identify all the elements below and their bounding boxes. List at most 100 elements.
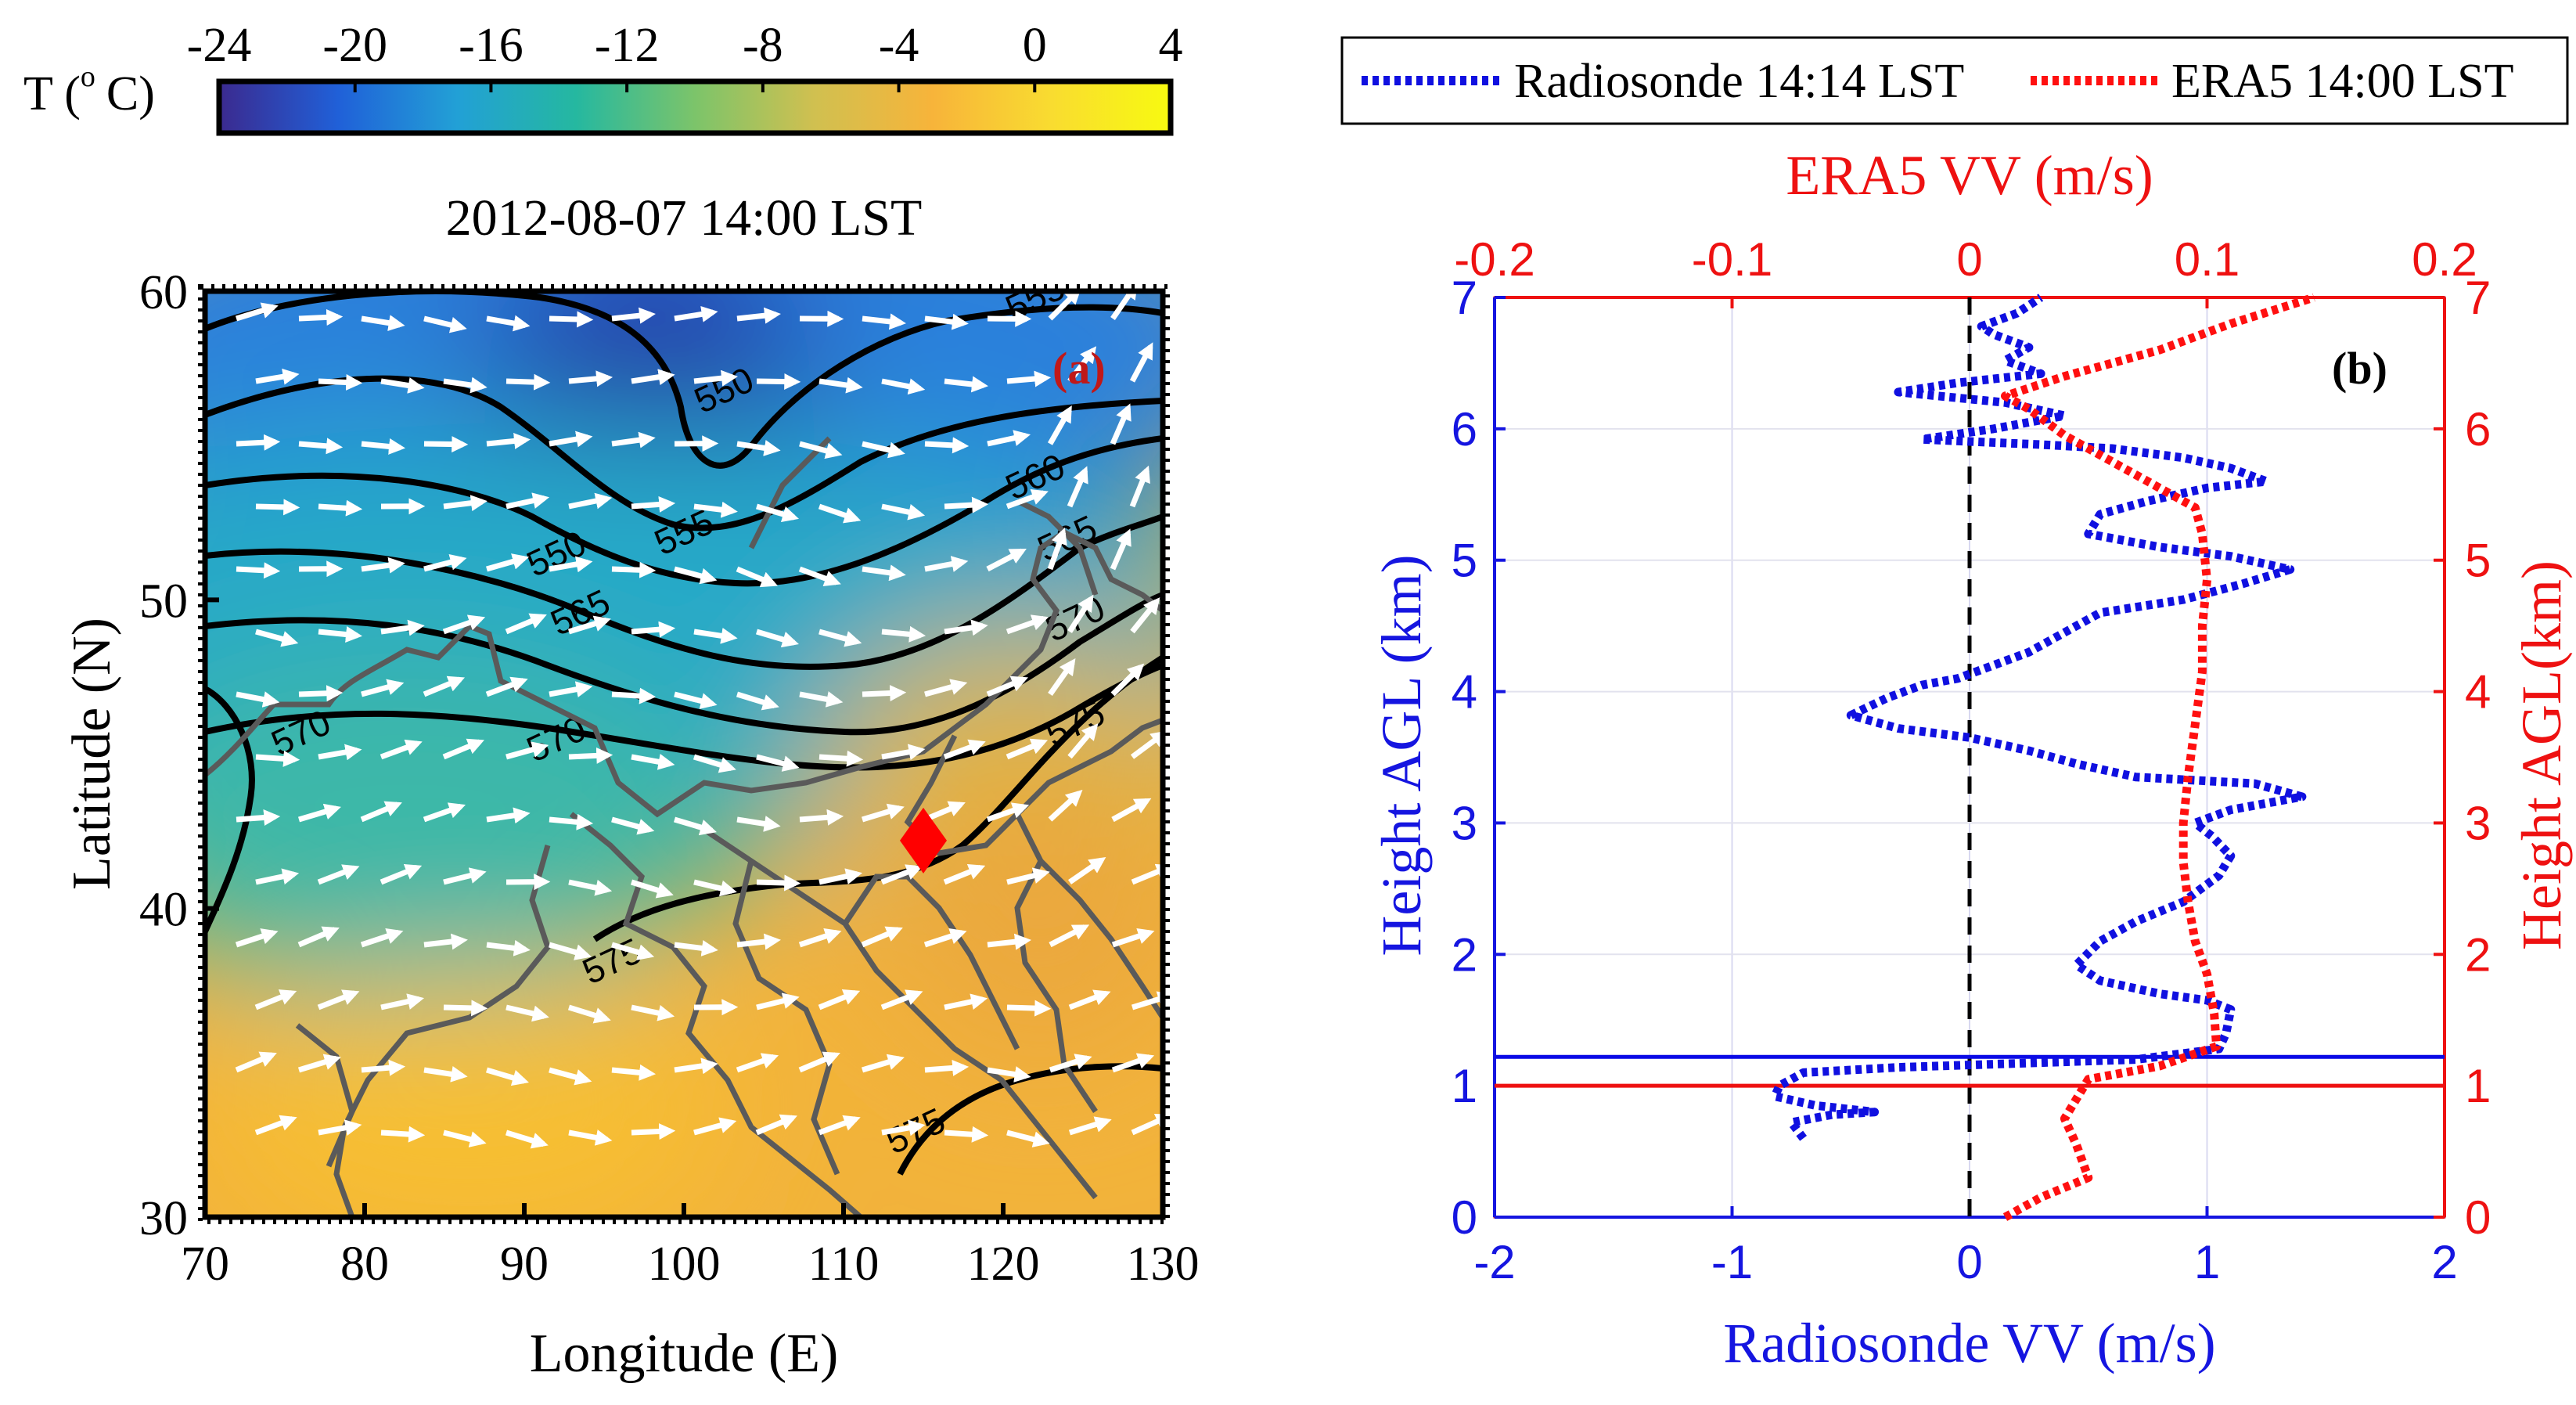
wind-arrow [1068, 989, 1111, 1011]
wind-arrow [423, 675, 466, 697]
wind-arrow [549, 1067, 592, 1086]
colorbar-tick-label: -4 [879, 19, 919, 72]
wind-arrow [1067, 346, 1097, 384]
wind-arrow [380, 1126, 426, 1143]
wind-arrow [1048, 291, 1081, 321]
wind-arrow [549, 942, 592, 960]
wind-arrow [1110, 528, 1131, 571]
wind-arrow [799, 809, 844, 826]
wind-arrow [360, 928, 404, 948]
wind-arrow [361, 438, 406, 455]
wind-arrow [1049, 1054, 1092, 1073]
colorbar-tick-label: 4 [1159, 19, 1183, 72]
wind-arrow [674, 306, 718, 322]
right-ytick-label: 2 [2465, 928, 2491, 981]
wind-arrow [862, 564, 906, 582]
wind-arrow [756, 754, 800, 772]
plot-series [1495, 293, 2445, 1221]
wind-arrow [631, 495, 676, 513]
wind-arrow [443, 867, 487, 885]
wind-arrow [881, 744, 926, 761]
colorbar-tick-label: -24 [187, 19, 252, 72]
right-ytick-label: 7 [2465, 272, 2491, 324]
wind-arrow [818, 629, 862, 647]
wind-arrow [924, 679, 968, 697]
wind-arrow [361, 679, 405, 697]
colorbar-tick-label: -20 [322, 19, 387, 72]
wind-arrow [798, 566, 841, 587]
wind-arrow [986, 548, 1027, 572]
wind-arrow [861, 1054, 905, 1073]
wind-arrow [818, 750, 864, 767]
wind-arrow [1110, 403, 1131, 445]
right-ytick-label: 1 [2465, 1060, 2491, 1112]
wind-arrow [630, 879, 674, 899]
bottom-xtick-label: 1 [2194, 1236, 2220, 1288]
wind-arrow [736, 440, 781, 456]
wind-arrow [505, 373, 551, 391]
map-ytick-label: 50 [139, 575, 188, 628]
wind-arrow [736, 816, 781, 832]
wind-arrow [1048, 789, 1083, 822]
wind-arrow [485, 676, 528, 697]
left-ytick-label: 1 [1452, 1060, 1477, 1112]
wind-arrow [674, 939, 718, 956]
wind-arrow [568, 879, 613, 896]
wind-arrow [235, 1051, 277, 1073]
top-xtick-label: 0.1 [2175, 233, 2240, 286]
wind-arrow [1067, 466, 1088, 508]
wind-arrow [818, 1115, 861, 1136]
wind-arrow [567, 615, 611, 635]
bottom-xtick-label: -1 [1711, 1236, 1753, 1288]
wind-arrow [861, 926, 903, 948]
right-ytick-label: 5 [2465, 535, 2491, 587]
wind-arrow [486, 432, 531, 449]
wind-arrow [568, 1129, 613, 1146]
wind-arrow [674, 566, 718, 585]
colorbar: T (o C) -24 -20 -16 -12 -8 -4 0 4 [23, 19, 1183, 136]
wind-arrow [611, 431, 656, 449]
wind-arrow [987, 1066, 1031, 1083]
wind-arrow [611, 687, 657, 704]
wind-arrow [755, 1114, 798, 1136]
wind-arrow [944, 496, 989, 513]
map-ylabel: Latitude (N) [62, 618, 122, 890]
wind-arrow [361, 557, 405, 574]
wind-arrow [611, 1064, 657, 1081]
left-ytick-label: 6 [1452, 403, 1477, 456]
wind-arrow [255, 368, 300, 385]
wind-arrow [255, 750, 300, 767]
wind-arrow [1006, 738, 1049, 760]
wind-arrow [317, 864, 360, 885]
wind-arrow [1006, 614, 1049, 635]
wind-arrow [442, 738, 484, 760]
wind-arrow [297, 926, 340, 948]
wind-arrow [736, 566, 779, 588]
map-axes: 70 80 90 100 110 120 130 30 40 50 60 [139, 266, 1200, 1291]
wind-arrow [1067, 723, 1099, 759]
wind-arrow [1006, 1000, 1052, 1017]
wind-arrow [944, 1126, 989, 1143]
map-xlabel: Longitude (E) [530, 1324, 839, 1384]
wind-arrow [1068, 1116, 1112, 1136]
wind-arrow [881, 378, 926, 395]
wind-arrow [674, 816, 717, 836]
wind-arrow [360, 801, 402, 823]
wind-arrow [1047, 527, 1067, 571]
wind-arrow [568, 747, 613, 764]
legend-label-era5: ERA5 14:00 LST [2171, 55, 2513, 108]
panel-b-label: (b) [2332, 343, 2387, 394]
wind-arrow [611, 816, 655, 835]
right-ytick-label: 6 [2465, 403, 2491, 456]
right-ylabel: Height AGL(km) [2510, 560, 2573, 950]
wind-arrow [862, 685, 907, 702]
wind-arrow [549, 813, 594, 830]
legend-label-radiosonde: Radiosonde 14:14 LST [1514, 55, 1964, 108]
top-xtick-label: 0.2 [2412, 233, 2477, 286]
right-ytick-label: 4 [2465, 666, 2491, 719]
wind-arrow [318, 744, 362, 761]
wind-arrow [254, 1115, 297, 1136]
wind-arrow [423, 933, 468, 950]
wind-arrow [361, 1059, 406, 1076]
wind-arrow [486, 1067, 529, 1086]
